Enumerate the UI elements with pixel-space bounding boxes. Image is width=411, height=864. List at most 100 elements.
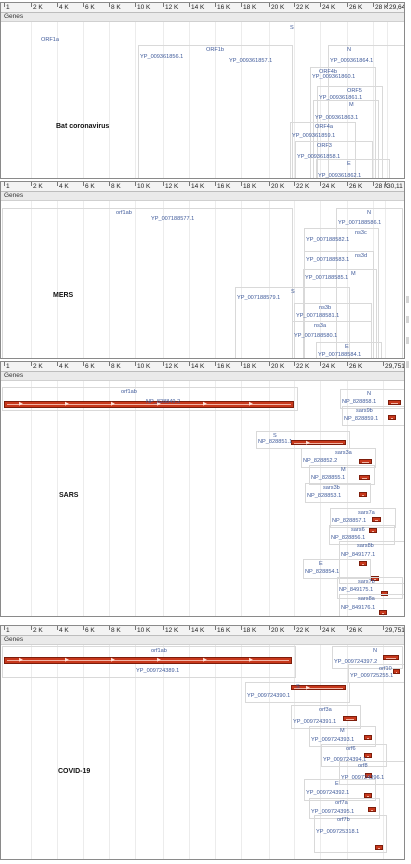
gene-feature-bar[interactable] xyxy=(371,576,379,581)
gene-accession-label[interactable]: NP_828849.2 xyxy=(146,399,181,405)
gene-accession-label[interactable]: YP_009724389.1 xyxy=(136,668,180,674)
genes-track-header[interactable]: Genes xyxy=(1,636,404,645)
gene-feature-bar[interactable] xyxy=(368,807,376,812)
gene-feature-bar[interactable] xyxy=(393,669,400,674)
scrollbar-handle[interactable] xyxy=(406,337,409,344)
gene-accession-label[interactable]: NP_828859.1 xyxy=(344,416,379,422)
gene-accession-label[interactable]: YP_009724397.2 xyxy=(334,659,378,665)
gene-accession-label[interactable]: YP_007188584.1 xyxy=(318,352,362,358)
gene-accession-label[interactable]: NP_849175.1 xyxy=(339,587,374,593)
gene-accession-label[interactable]: YP_009361859.1 xyxy=(292,133,336,139)
ruler-tick xyxy=(4,3,5,7)
gene-feature-bar[interactable] xyxy=(364,753,372,758)
ruler-tick-label: 18 K xyxy=(243,627,257,634)
gene-feature-bar[interactable] xyxy=(359,492,367,497)
grid-line xyxy=(135,381,136,616)
grid-line xyxy=(189,645,190,859)
gene-accession-label[interactable]: NP_849177.1 xyxy=(341,552,376,558)
feature-box xyxy=(339,594,404,616)
gene-feature-bar[interactable] xyxy=(379,610,387,615)
gene-accession-label[interactable]: NP_849176.1 xyxy=(341,605,376,611)
gene-accession-label[interactable]: YP_009361861.1 xyxy=(319,95,363,101)
gene-accession-label[interactable]: YP_009361858.1 xyxy=(297,154,341,160)
gene-accession-label[interactable]: YP_007188579.1 xyxy=(237,295,281,301)
gene-feature-bar[interactable] xyxy=(365,773,372,778)
grid-line xyxy=(269,22,270,178)
gene-accession-label[interactable]: YP_007188577.1 xyxy=(151,216,195,222)
gene-feature-bar[interactable] xyxy=(364,735,372,740)
gene-accession-label[interactable]: YP_007188583.1 xyxy=(306,257,350,263)
grid-line xyxy=(83,645,84,859)
grid-line xyxy=(385,201,386,358)
gene-feature-bar[interactable] xyxy=(372,517,381,522)
genes-track-header[interactable]: Genes xyxy=(1,192,404,201)
genes-track-header[interactable]: Genes xyxy=(1,13,404,22)
gene-accession-label[interactable]: YP_009724395.1 xyxy=(311,809,355,815)
gene-feature-bar[interactable] xyxy=(375,845,383,850)
gene-feature-bar[interactable] xyxy=(359,475,370,480)
gene-name-label: orf8 xyxy=(358,763,368,769)
ruler-tick xyxy=(109,182,110,186)
gene-feature-bar[interactable] xyxy=(369,528,377,533)
ruler-tick xyxy=(320,626,321,630)
gene-accession-label[interactable]: NP_828857.1 xyxy=(332,518,367,524)
gene-accession-label[interactable]: NP_828856.1 xyxy=(331,535,366,541)
gene-feature-bar[interactable]: ▶ xyxy=(291,440,346,446)
gene-accession-label[interactable]: NP_828853.1 xyxy=(307,493,342,499)
gene-feature-bar[interactable] xyxy=(364,793,372,798)
gene-strand-line xyxy=(391,403,398,404)
gene-accession-label[interactable]: YP_007188580.1 xyxy=(294,333,338,339)
gene-accession-label[interactable]: YP_009361860.1 xyxy=(312,74,356,80)
gene-feature-bar[interactable] xyxy=(388,400,401,405)
gene-feature-bar[interactable]: ▶ ▶ ▶ ▶ ▶ ▶ xyxy=(4,657,292,664)
gene-accession-label[interactable]: YP_009724390.1 xyxy=(247,693,291,699)
gene-accession-label[interactable]: YP_009361862.1 xyxy=(318,173,362,179)
ruler-tick xyxy=(241,362,242,366)
gene-accession-label[interactable]: NP_828851.1 xyxy=(258,439,293,445)
gene-accession-label[interactable]: YP_009725318.1 xyxy=(316,829,360,835)
feature-box xyxy=(301,448,376,468)
gene-accession-label[interactable]: YP_009361864.1 xyxy=(330,58,374,64)
grid-line xyxy=(347,381,348,616)
gene-accession-label[interactable]: YP_009361856.1 xyxy=(140,54,184,60)
grid-line xyxy=(135,22,136,178)
gene-accession-label[interactable]: YP_009361863.1 xyxy=(315,115,359,121)
gene-accession-label[interactable]: YP_009724392.1 xyxy=(306,790,350,796)
gene-accession-label[interactable]: YP_009724396.1 xyxy=(341,775,385,781)
gene-accession-label[interactable]: NP_828854.1 xyxy=(305,569,340,575)
gene-accession-label[interactable]: YP_007188585.1 xyxy=(305,275,349,281)
grid-line xyxy=(189,201,190,358)
feature-box xyxy=(292,321,372,358)
gene-feature-bar[interactable]: ▶ xyxy=(291,685,346,691)
scrollbar-handle[interactable] xyxy=(406,316,409,323)
gene-feature-bar[interactable] xyxy=(383,655,399,660)
gene-name-label: orf7a xyxy=(335,800,348,806)
panel-title: SARS xyxy=(59,492,79,499)
scrollbar-handle[interactable] xyxy=(406,361,409,368)
scrollbar-handle[interactable] xyxy=(406,296,409,303)
gene-accession-label[interactable]: YP_007188581.1 xyxy=(296,313,340,319)
gene-accession-label[interactable]: NP_828855.1 xyxy=(311,475,346,481)
gene-accession-label[interactable]: NP_828858.1 xyxy=(342,399,377,405)
gene-feature-bar[interactable]: ▶ ▶ ▶ ▶ ▶ ▶ xyxy=(4,401,294,408)
gene-name-label: N xyxy=(367,391,372,397)
genes-track-header[interactable]: Genes xyxy=(1,372,404,381)
ruler-tick-label: 28 K xyxy=(375,183,389,190)
gene-accession-label[interactable]: YP_009725255.1 xyxy=(350,673,394,679)
ruler-tick xyxy=(269,362,270,366)
gene-accession-label[interactable]: YP_009361857.1 xyxy=(229,58,273,64)
gene-feature-bar[interactable] xyxy=(359,459,372,464)
gene-accession-label[interactable]: YP_007188586.1 xyxy=(338,220,382,226)
gene-accession-label[interactable]: YP_009724394.1 xyxy=(323,757,367,763)
gene-accession-label[interactable]: NP_828852.2 xyxy=(303,458,338,464)
gene-accession-label[interactable]: YP_007188582.1 xyxy=(306,237,350,243)
gene-accession-label[interactable]: YP_009724391.1 xyxy=(293,719,337,725)
gene-feature-bar[interactable] xyxy=(343,716,357,721)
gene-feature-bar[interactable] xyxy=(388,415,396,420)
gene-feature-bar[interactable] xyxy=(359,561,367,566)
gene-accession-label[interactable]: YP_009724393.1 xyxy=(311,737,355,743)
